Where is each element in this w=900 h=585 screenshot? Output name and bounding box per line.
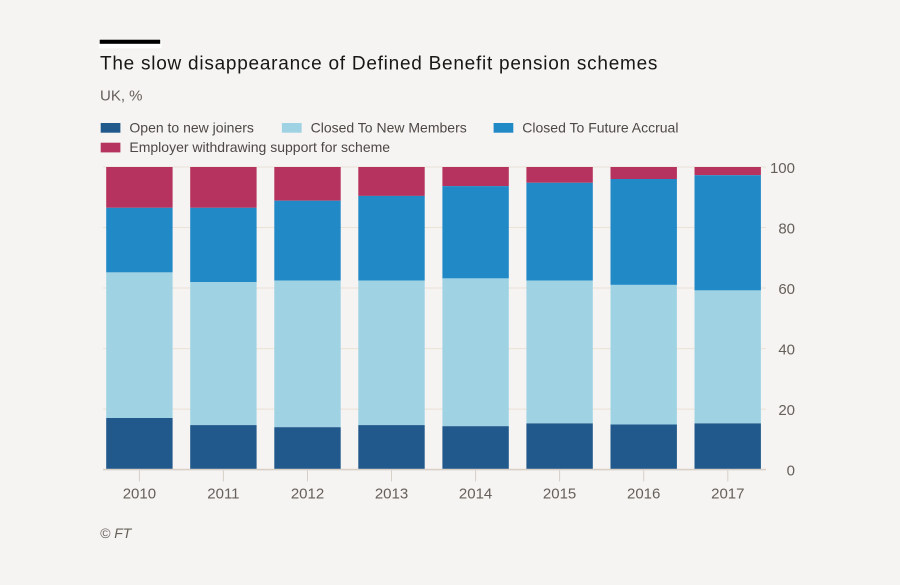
svg-text:2013: 2013 xyxy=(375,486,408,503)
svg-text:Open to new joiners: Open to new joiners xyxy=(129,120,254,136)
svg-text:Closed To Future Accrual: Closed To Future Accrual xyxy=(522,120,678,136)
svg-text:2012: 2012 xyxy=(291,486,324,503)
svg-text:100: 100 xyxy=(770,160,795,177)
svg-text:0: 0 xyxy=(787,462,795,479)
svg-text:UK, %: UK, % xyxy=(100,87,143,104)
svg-text:2014: 2014 xyxy=(459,486,492,503)
svg-text:© FT: © FT xyxy=(100,525,133,541)
svg-text:2016: 2016 xyxy=(627,486,660,503)
svg-text:40: 40 xyxy=(778,341,795,358)
svg-text:Employer withdrawing support f: Employer withdrawing support for scheme xyxy=(129,139,390,155)
svg-text:60: 60 xyxy=(778,281,795,298)
svg-text:2017: 2017 xyxy=(711,486,744,503)
svg-text:20: 20 xyxy=(778,402,795,419)
svg-text:2015: 2015 xyxy=(543,486,576,503)
svg-text:2011: 2011 xyxy=(207,486,239,503)
svg-text:80: 80 xyxy=(778,220,795,237)
svg-text:Closed To New Members: Closed To New Members xyxy=(311,120,467,136)
svg-text:2010: 2010 xyxy=(123,486,156,503)
svg-text:The slow disappearance of Defi: The slow disappearance of Defined Benefi… xyxy=(100,54,658,75)
